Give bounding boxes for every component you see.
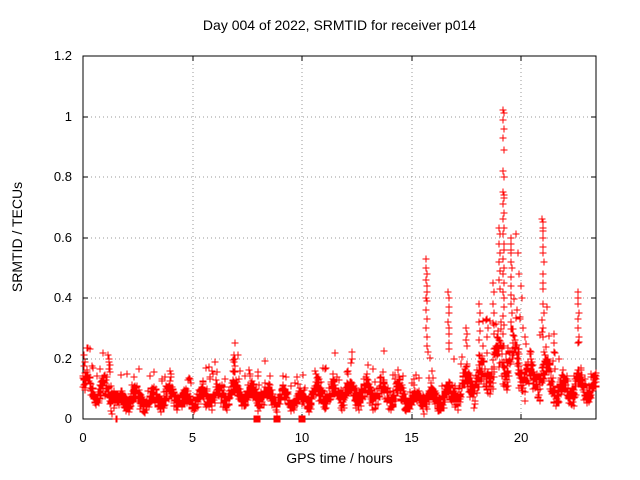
zero-flag-points — [253, 415, 306, 423]
y-tick-label: 1.2 — [53, 48, 72, 63]
y-tick-label: 0.8 — [53, 169, 72, 184]
x-axis-label: GPS time / hours — [286, 450, 393, 466]
grid-lines — [83, 56, 596, 419]
x-tick-label: 0 — [79, 430, 87, 445]
scatter-points — [79, 106, 600, 423]
x-tick-label: 5 — [188, 430, 197, 445]
x-tick-label: 20 — [513, 430, 529, 445]
y-tick-label: 0 — [64, 411, 72, 426]
y-tick-label: 1 — [64, 108, 72, 124]
y-tick-label: 0.4 — [53, 290, 72, 305]
x-tick-label: 10 — [294, 430, 310, 445]
plot-border — [82, 55, 597, 420]
y-tick-label: 0.2 — [53, 350, 72, 366]
y-tick-label: 0.6 — [53, 229, 72, 245]
x-tick-label: 15 — [404, 430, 419, 445]
chart-title: Day 004 of 2022, SRMTID for receiver p01… — [202, 17, 477, 33]
